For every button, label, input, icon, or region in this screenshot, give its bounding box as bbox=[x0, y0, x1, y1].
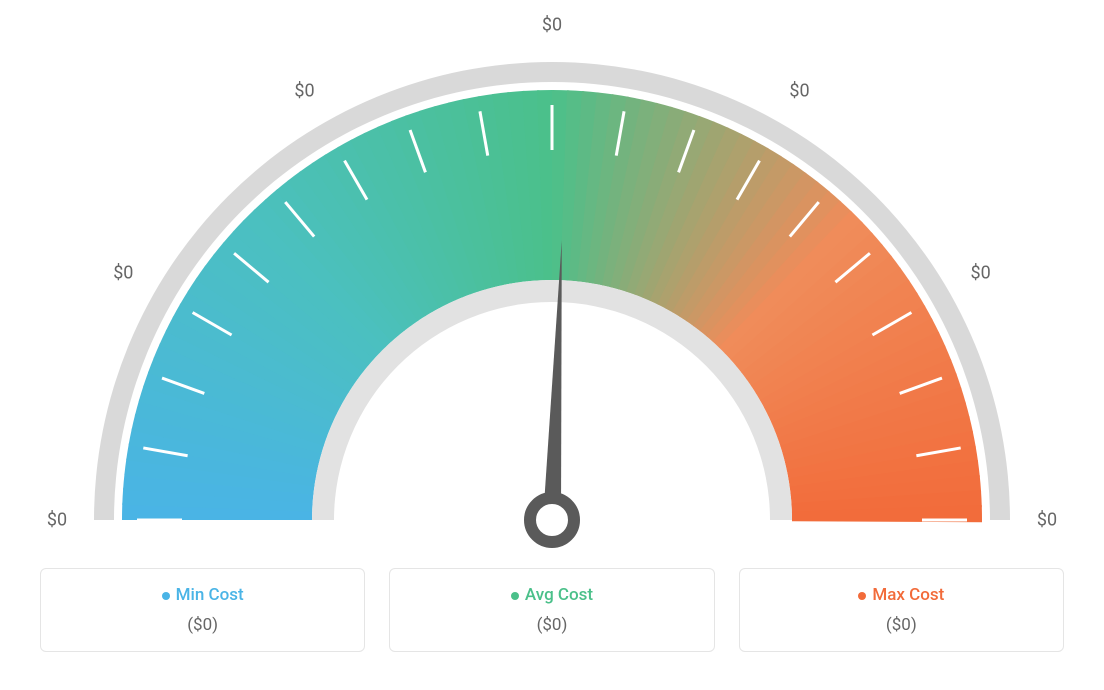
legend-label-max: Max Cost bbox=[872, 585, 944, 605]
scale-label: $0 bbox=[971, 262, 991, 283]
legend-card-min: Min Cost ($0) bbox=[40, 568, 365, 652]
legend-row: Min Cost ($0) Avg Cost ($0) Max Cost ($0… bbox=[0, 568, 1104, 652]
legend-title-min: Min Cost bbox=[61, 585, 344, 605]
gauge-chart: $0 $0 $0 $0 $0 $0 $0 bbox=[0, 0, 1104, 560]
legend-dot-avg bbox=[511, 592, 519, 600]
legend-title-avg: Avg Cost bbox=[410, 585, 693, 605]
gauge-svg bbox=[0, 0, 1104, 560]
scale-label: $0 bbox=[542, 15, 562, 36]
legend-label-min: Min Cost bbox=[176, 585, 244, 605]
legend-dot-max bbox=[858, 592, 866, 600]
legend-value-max: ($0) bbox=[760, 615, 1043, 635]
legend-value-avg: ($0) bbox=[410, 615, 693, 635]
scale-label: $0 bbox=[113, 262, 133, 283]
legend-card-max: Max Cost ($0) bbox=[739, 568, 1064, 652]
legend-dot-min bbox=[162, 592, 170, 600]
scale-label: $0 bbox=[294, 81, 314, 102]
scale-label: $0 bbox=[1037, 510, 1057, 531]
legend-card-avg: Avg Cost ($0) bbox=[389, 568, 714, 652]
legend-title-max: Max Cost bbox=[760, 585, 1043, 605]
scale-label: $0 bbox=[789, 81, 809, 102]
scale-label: $0 bbox=[47, 510, 67, 531]
legend-label-avg: Avg Cost bbox=[525, 585, 593, 605]
legend-value-min: ($0) bbox=[61, 615, 344, 635]
